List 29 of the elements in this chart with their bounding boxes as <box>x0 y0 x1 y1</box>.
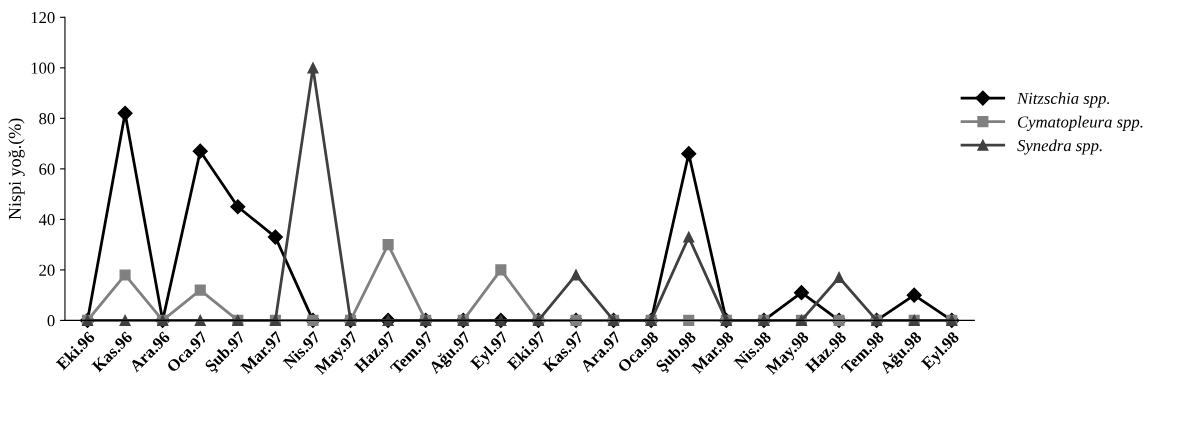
legend-label: Cymatopleura spp. <box>1017 115 1143 132</box>
point <box>793 285 810 301</box>
point <box>683 314 695 326</box>
point <box>683 231 695 243</box>
legend-label: Synedra spp. <box>1017 139 1102 155</box>
legend-label: Nitzschia spp. <box>1016 92 1110 108</box>
y-tick-label: 100 <box>31 62 55 74</box>
point <box>117 105 133 121</box>
point <box>119 314 131 326</box>
point <box>906 287 922 303</box>
y-tick-label: 120 <box>31 12 55 24</box>
y-tick-label: 80 <box>39 113 55 125</box>
point <box>267 229 283 245</box>
y-tick-label: 60 <box>39 163 55 175</box>
y-tick-label: 0 <box>47 315 55 327</box>
y-tick-label: 20 <box>39 264 55 276</box>
point <box>382 239 394 251</box>
point <box>681 146 697 162</box>
point <box>495 264 507 276</box>
point <box>307 62 319 74</box>
point <box>570 269 582 281</box>
y-tick-label: 40 <box>38 214 55 226</box>
point <box>194 284 206 296</box>
point <box>833 271 845 284</box>
point <box>119 269 131 281</box>
y-axis-title: Nispi yoğ.(%) <box>8 118 25 220</box>
point <box>194 314 206 326</box>
point <box>230 199 246 215</box>
point <box>192 143 208 159</box>
